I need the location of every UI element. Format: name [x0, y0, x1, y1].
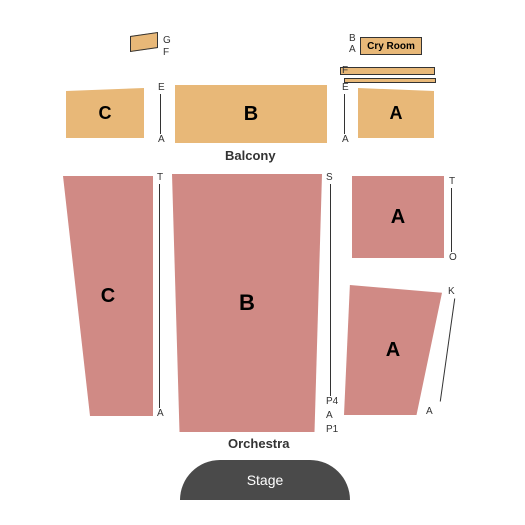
cry-room: Cry Room: [360, 37, 422, 55]
row-line-2: [159, 184, 160, 408]
row-label-11: S: [326, 172, 333, 183]
balcony-strip-1: [344, 78, 436, 83]
row-label-13: A: [326, 410, 333, 421]
stage: Stage: [180, 460, 350, 500]
row-label-3: A: [349, 44, 356, 55]
row-label-14: P1: [326, 424, 338, 435]
row-label-5: A: [158, 134, 165, 145]
row-line-0: [160, 94, 161, 134]
row-label-6: F: [342, 65, 348, 76]
row-label-7: E: [342, 82, 349, 93]
row-line-3: [330, 184, 331, 396]
row-label-16: O: [449, 252, 457, 263]
row-label-2: B: [349, 33, 356, 44]
balcony-label: Balcony: [225, 148, 276, 163]
orchestra-section-b: B: [172, 174, 322, 432]
balcony-section-b: B: [175, 85, 327, 143]
row-label-15: T: [449, 176, 455, 187]
row-line-4: [451, 188, 452, 252]
orchestra-label: Orchestra: [228, 436, 289, 451]
orchestra-section-c: C: [63, 176, 153, 416]
row-line-5: [440, 298, 455, 401]
orchestra-section-a-upper: A: [352, 176, 444, 258]
balcony-section-a: A: [358, 88, 434, 138]
balcony-section-c: C: [66, 88, 144, 138]
row-label-17: K: [448, 286, 455, 297]
row-label-18: A: [426, 406, 433, 417]
row-label-9: T: [157, 172, 163, 183]
row-label-12: P4: [326, 396, 338, 407]
row-label-0: G: [163, 35, 171, 46]
orchestra-section-a-lower: A: [344, 285, 442, 415]
balcony-strip-0: [340, 67, 435, 75]
small-balcony-g: [130, 32, 158, 52]
row-label-1: F: [163, 47, 169, 58]
row-label-4: E: [158, 82, 165, 93]
row-line-1: [344, 94, 345, 134]
row-label-10: A: [157, 408, 164, 419]
row-label-8: A: [342, 134, 349, 145]
